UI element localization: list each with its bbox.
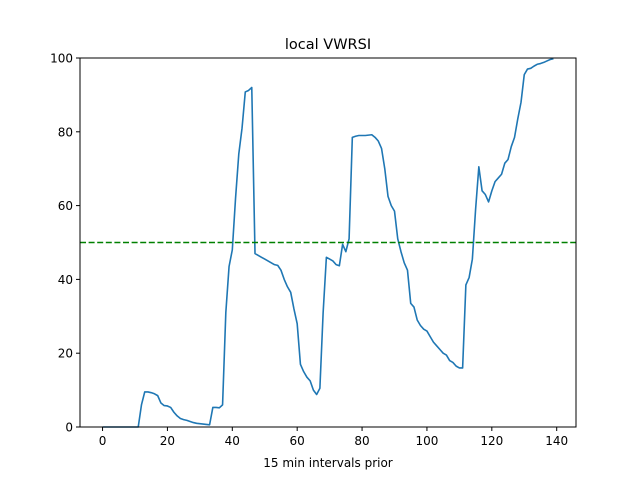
x-tick-label: 120 xyxy=(480,434,503,448)
x-axis-label: 15 min intervals prior xyxy=(263,456,393,470)
x-tick-label: 60 xyxy=(290,434,305,448)
y-tick-label: 100 xyxy=(50,52,73,66)
y-tick-label: 80 xyxy=(58,125,73,139)
chart-title: local VWRSI xyxy=(285,37,371,53)
series-line xyxy=(102,57,554,428)
x-tick-label: 20 xyxy=(160,434,175,448)
x-tick-label: 100 xyxy=(415,434,438,448)
x-axis: 0 20 40 60 80 100 120 140 xyxy=(99,427,568,448)
y-tick-label: 60 xyxy=(58,199,73,213)
x-tick-label: 80 xyxy=(354,434,369,448)
x-tick-label: 140 xyxy=(545,434,568,448)
y-tick-label: 20 xyxy=(58,347,73,361)
axes-frame xyxy=(79,57,577,428)
y-axis: 0 20 40 60 80 100 xyxy=(50,52,80,435)
y-tick-label: 0 xyxy=(65,421,73,435)
x-tick-label: 40 xyxy=(225,434,240,448)
plot-area xyxy=(80,57,576,428)
y-tick-label: 40 xyxy=(58,273,73,287)
x-tick-label: 0 xyxy=(99,434,107,448)
